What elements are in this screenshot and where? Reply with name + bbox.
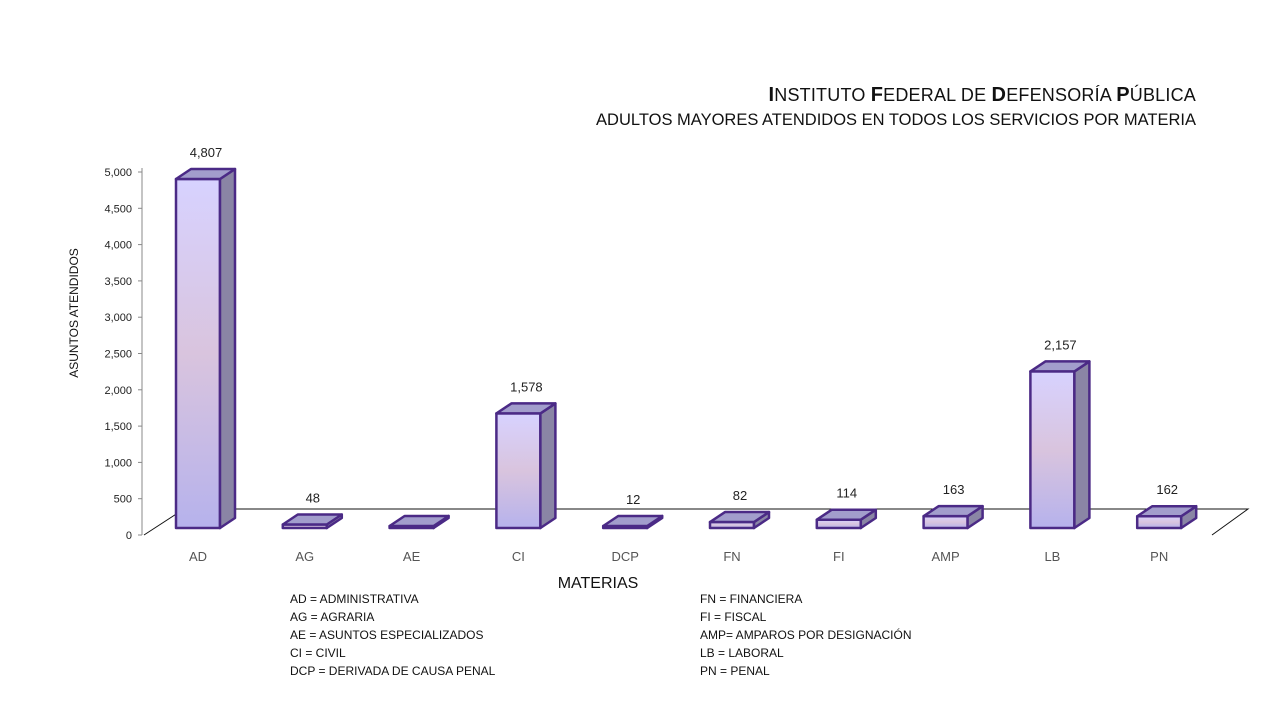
legend-left: AD = ADMINISTRATIVA AG = AGRARIA AE = ASUN… [290,590,495,680]
x-tick-label: CI [512,549,525,564]
bar-ag [281,513,344,530]
data-label: 4,807 [190,145,223,160]
x-tick-label: DCP [611,549,638,564]
legend-right-item: LB = LABORAL [700,646,784,660]
title-block: INSTITUTO FEDERAL DE DEFENSORÍA PÚBLICA … [596,84,1196,130]
x-tick-label: AMP [932,549,960,564]
bar-pn [1135,504,1198,530]
chart-title: INSTITUTO FEDERAL DE DEFENSORÍA PÚBLICA [768,84,1196,106]
x-axis-label: MATERIAS [558,575,639,592]
y-tick-label: 4,000 [104,240,132,252]
bar-top [601,514,664,528]
data-label: 48 [306,491,320,506]
y-tick-label: 5,000 [104,167,132,179]
y-tick-label: 500 [114,494,132,506]
legend-right-item: FI = FISCAL [700,610,767,624]
data-label: 163 [943,482,965,497]
bar-lb [1029,360,1091,530]
legend-right: FN = FINANCIERA FI = FISCAL AMP= AMPAROS P… [700,590,912,680]
bars [174,167,1198,530]
x-tick-label: LB [1044,549,1060,564]
y-tick-label: 4,500 [104,203,132,215]
data-label: 82 [733,488,747,503]
bar-ae [388,514,450,530]
y-tick-label: 3,000 [104,312,132,324]
bar-top [281,513,344,526]
bar-amp [922,504,984,530]
data-label: 1,578 [510,379,543,394]
bar-side [1073,360,1091,530]
bar-front [922,514,969,530]
bar-ad [174,167,237,530]
y-tick-label: 2,000 [104,385,132,397]
bar-front [495,412,542,530]
bar-front [1029,370,1076,530]
bar-fn [708,510,771,530]
y-axis-label: ASUNTOS ATENDIDOS [67,248,81,378]
legend-left-item: AD = ADMINISTRATIVA [290,592,419,606]
bar-top [922,504,984,518]
legend-left-item: CI = CIVIL [290,646,346,660]
legend-left-item: AG = AGRARIA [290,610,375,624]
legend-left-item: DCP = DERIVADA DE CAUSA PENAL [290,664,496,678]
data-label: 12 [626,492,640,507]
legend-left-item: AE = ASUNTOS ESPECIALIZADOS [290,628,484,642]
legend-right-item: PN = PENAL [700,664,770,678]
x-tick-label: AE [403,549,421,564]
data-label: 162 [1156,482,1178,497]
data-label: 2,157 [1044,337,1077,352]
bar-front [1135,514,1183,530]
x-tick-label: PN [1150,549,1168,564]
bar-top [708,510,771,524]
legend-right-item: AMP= AMPAROS POR DESIGNACIÓN [700,628,912,642]
axes [138,168,1250,536]
x-tick-label: AG [295,549,314,564]
y-tick-label: 2,500 [104,349,132,361]
chart-floor [143,508,1250,536]
chart-subtitle: ADULTOS MAYORES ATENDIDOS EN TODOS LOS S… [596,111,1196,129]
bar-top [495,402,557,415]
bar-dcp [601,514,664,530]
bar-front [174,177,222,530]
bar-side [539,402,557,530]
legend-right-item: FN = FINANCIERA [700,592,803,606]
y-tick-label: 1,500 [104,421,132,433]
bar-top [1029,360,1091,373]
y-tick-label: 0 [126,530,132,542]
x-tick-label: AD [189,549,207,564]
bar-fi [815,508,878,530]
bar-top [174,167,237,181]
data-label: 114 [836,486,857,501]
bar-side [218,167,237,530]
bar-top [388,514,450,528]
x-tick-label: FI [833,549,845,564]
y-tick-label: 3,500 [104,276,132,288]
y-tick-label: 1,000 [104,457,132,469]
x-tick-label: FN [723,549,740,564]
labels: 0 500 1,000 1,500 2,000 2,500 3,000 3,500 4,000 4… [67,145,1178,592]
bar-top [815,508,878,521]
bar-top [1135,504,1198,518]
bar-ci [495,402,557,530]
